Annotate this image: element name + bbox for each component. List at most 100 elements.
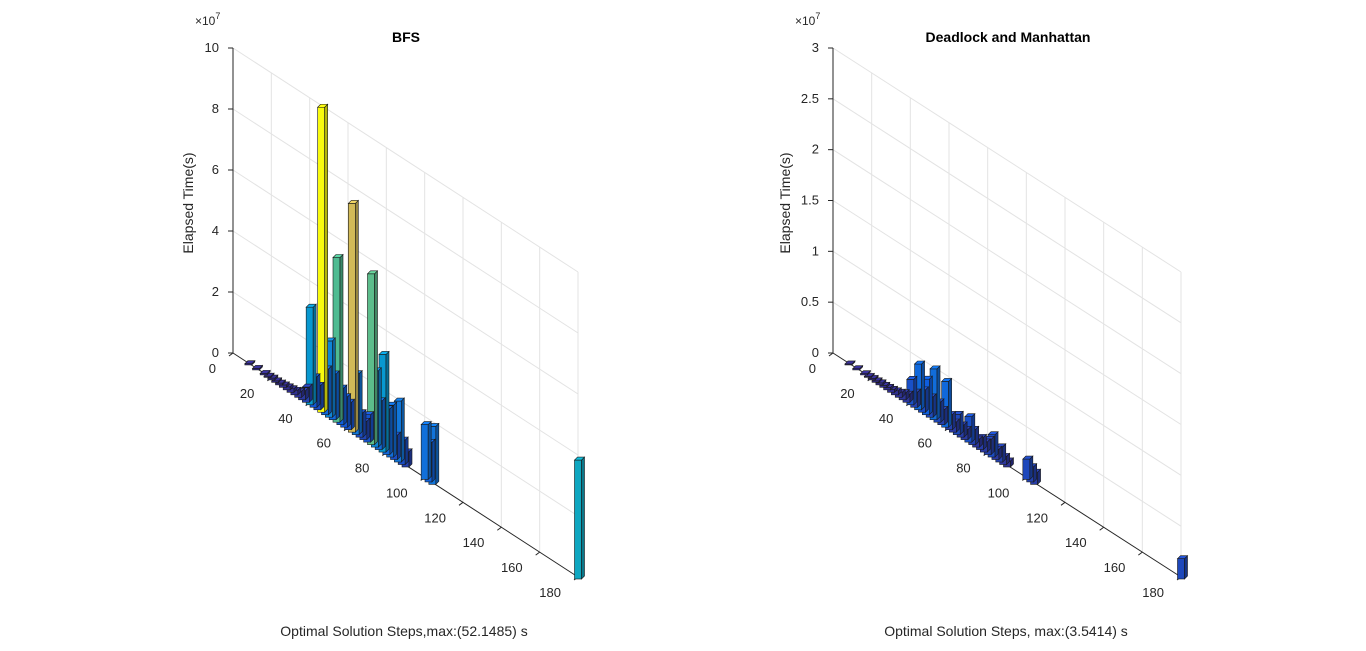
x-tick-label: 160 [501, 560, 523, 575]
bar-front [1022, 458, 1031, 480]
bar-side [378, 367, 382, 448]
x-tick-mark [458, 501, 464, 506]
bar-top [244, 360, 256, 365]
z-tick-label: 1 [812, 243, 819, 258]
chart-title: BFS [392, 29, 420, 45]
bar-side [948, 377, 952, 428]
chart-title: Deadlock and Manhattan [926, 29, 1091, 45]
bar-side [316, 373, 321, 408]
bar-side [1029, 455, 1034, 481]
z-tick-label: 0.5 [801, 294, 819, 309]
x-tick-label: 60 [918, 436, 932, 451]
bar-top [251, 365, 264, 369]
bar-front [875, 382, 884, 386]
deadlock-manhattan-plot: 0 0.5 1 1.5 2 2.5 3 0 20 40 60 80 100 120 140 160 180 ×10… [777, 11, 1189, 639]
bar-side [435, 422, 440, 486]
x-tick-label: 180 [539, 585, 561, 600]
bar [305, 303, 317, 406]
z-tick-label: 10 [205, 40, 219, 55]
x-axis-label: Optimal Solution Steps, max:(3.5414) s [884, 623, 1128, 639]
bar-side [324, 103, 328, 413]
bar [244, 360, 256, 366]
bar-top [1022, 455, 1034, 460]
x-tick-label: 180 [1142, 585, 1164, 600]
x-tick-label: 20 [840, 386, 854, 401]
bar-side [994, 430, 999, 458]
bar-front [879, 385, 888, 388]
bar-side [393, 401, 397, 458]
bar [1022, 455, 1034, 481]
bar-top [929, 365, 941, 370]
bar-top [844, 360, 856, 365]
bar [259, 369, 271, 376]
bar-side [936, 365, 941, 421]
z-tick-label: 4 [212, 223, 219, 238]
bar-side [971, 412, 976, 443]
bar-side [1184, 554, 1188, 580]
bar-side [932, 393, 937, 418]
bar-top [259, 370, 271, 374]
bar-top [964, 413, 976, 417]
bar [420, 420, 432, 481]
bar-top [987, 431, 999, 435]
z-tick-label: 3 [812, 40, 819, 55]
bar [859, 369, 872, 376]
bar-side [362, 409, 367, 438]
bar-side [385, 350, 390, 453]
x-tick-mark [1138, 551, 1143, 556]
z-exponent-label: ×107 [195, 11, 220, 28]
x-tick-label: 60 [317, 436, 331, 451]
bar-side [431, 438, 436, 483]
z-tick-label: 2 [812, 142, 819, 157]
x-tick-label: 0 [209, 361, 216, 376]
bar-top [913, 360, 926, 365]
bar [913, 360, 926, 411]
bar [366, 270, 379, 446]
bar-top [378, 351, 390, 355]
bar-top [301, 383, 314, 388]
x-tick-mark [828, 352, 834, 357]
bar [940, 377, 953, 428]
bar-side [320, 381, 325, 411]
bar-front [574, 459, 582, 580]
bar-top [393, 397, 406, 402]
x-tick-label: 0 [809, 361, 816, 376]
bar-side [370, 410, 374, 443]
bar-side [401, 397, 405, 463]
bar-top [316, 103, 329, 108]
bar-side [374, 270, 378, 446]
bar-front [883, 387, 891, 391]
bar-side [358, 369, 363, 436]
bars [244, 103, 586, 580]
bar-top [859, 370, 872, 374]
bar [844, 360, 856, 366]
bar-top [940, 378, 953, 382]
z-tick-label: 2 [212, 284, 219, 299]
x-tick-label: 120 [1026, 510, 1048, 525]
bar-side [940, 398, 945, 423]
z-axis-label: Elapsed Time(s) [180, 152, 196, 253]
bar-side [921, 360, 925, 411]
x-tick-label: 120 [424, 510, 446, 525]
bar-side [312, 303, 317, 406]
bar [851, 364, 864, 371]
bar [573, 456, 586, 580]
bar [347, 199, 360, 433]
bar-top [906, 376, 918, 380]
bar-front [317, 106, 325, 413]
bar-side [959, 410, 964, 436]
bars [844, 360, 1189, 580]
bfs-plot: 0246810020406080100120140160180×107BFSOp… [180, 11, 586, 639]
z-tick-label: 6 [212, 162, 219, 177]
bar-top [347, 200, 360, 204]
x-tick-label: 40 [879, 411, 893, 426]
bar-top [305, 303, 317, 308]
bar-side [928, 375, 933, 416]
x-tick-label: 140 [463, 535, 485, 550]
bar [332, 253, 344, 423]
z-tick-label: 8 [212, 101, 219, 116]
bar [1176, 554, 1189, 580]
bar-top [332, 254, 344, 258]
bar [316, 103, 329, 413]
